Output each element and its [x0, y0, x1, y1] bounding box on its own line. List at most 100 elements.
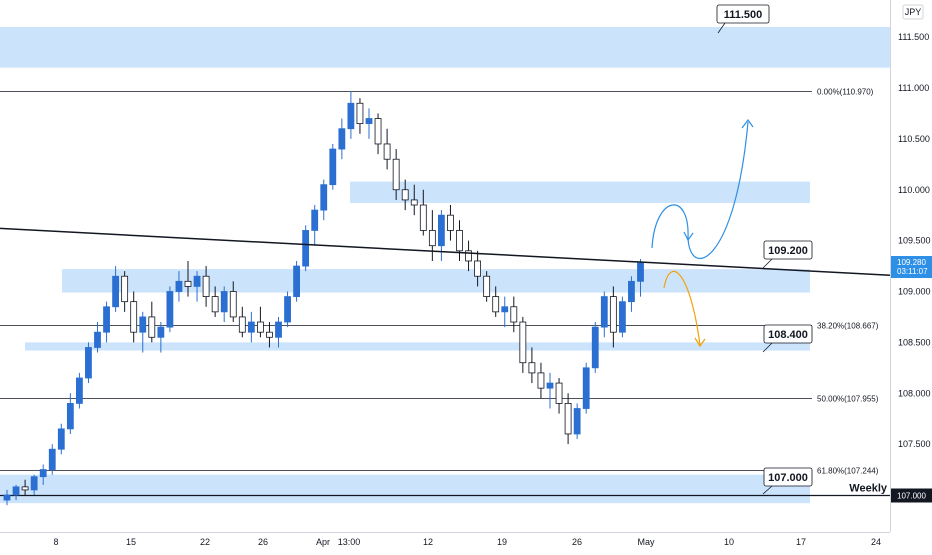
candle-23: [211, 286, 219, 317]
svg-text:108.400: 108.400: [768, 329, 808, 341]
candle-27: [247, 311, 255, 343]
x-tick-6: 12: [423, 537, 433, 547]
x-tick-9: May: [637, 537, 655, 547]
candle-58: [528, 347, 536, 384]
y-tick-2: 110.500: [898, 134, 930, 144]
candle-30: [275, 316, 282, 348]
svg-text:111.500: 111.500: [724, 9, 763, 21]
scenario-arrows: [651, 118, 754, 348]
candle-65: [591, 322, 599, 373]
x-tick-2: 22: [200, 537, 210, 547]
x-tick-10: 10: [724, 537, 734, 547]
candle-29: [266, 322, 273, 348]
candle-38: [347, 91, 355, 139]
current-price-value: 109.280: [897, 258, 926, 267]
candle-1: [12, 484, 20, 501]
trendline-layer: [0, 227, 891, 276]
candle-8: [76, 372, 83, 409]
candle-46: [419, 189, 427, 236]
candle-40: [365, 108, 373, 139]
candle-2: [21, 479, 29, 495]
y-tick-6: 108.500: [898, 337, 931, 347]
candle-61: [555, 377, 563, 414]
countdown-value: 03:11:07: [897, 267, 928, 276]
x-tick-0: 8: [53, 537, 58, 547]
candle-5: [48, 444, 56, 475]
candle-13: [121, 271, 129, 312]
candle-48: [437, 210, 445, 261]
candle-62: [564, 393, 572, 445]
bullish-arrowhead-2: [741, 118, 754, 129]
bearish-arrowhead: [694, 337, 706, 348]
callout-107.000[interactable]: 107.000: [762, 467, 813, 495]
svg-text:109.200: 109.200: [768, 245, 808, 257]
price-callouts: 111.500 109.200 108.400 107.000: [716, 4, 813, 495]
candle-11: [103, 301, 110, 343]
candle-57: [519, 316, 527, 373]
descending-trendline[interactable]: [0, 227, 891, 276]
x-tick-12: 24: [871, 537, 881, 547]
candle-43: [392, 149, 400, 200]
candle-69: [628, 276, 635, 312]
time-axis[interactable]: 8 15 22 26 Apr 13:00 12 19 26 May 10 17 24: [53, 537, 881, 547]
callout-109.200[interactable]: 109.200: [762, 240, 813, 269]
zone-2: [62, 269, 810, 293]
weekly-price-value: 107.000: [897, 492, 926, 501]
candle-55: [501, 296, 509, 328]
candle-50: [456, 220, 463, 261]
candle-6: [57, 423, 65, 455]
candle-60: [546, 372, 554, 409]
candle-15: [139, 311, 147, 353]
candle-49: [447, 205, 454, 241]
candle-35: [320, 179, 328, 221]
candle-16: [148, 301, 156, 343]
candle-7: [66, 393, 74, 434]
x-tick-4: Apr: [316, 537, 330, 547]
candle-19: [175, 271, 183, 302]
candle-33: [302, 225, 310, 272]
candle-21: [193, 271, 201, 302]
bullish-scenario-path: [651, 121, 749, 260]
candle-59: [537, 362, 545, 399]
currency-label-box: JPY: [902, 4, 924, 20]
bearish-scenario-path: [663, 270, 701, 346]
candle-45: [410, 184, 418, 216]
candle-64: [582, 362, 590, 414]
candle-52: [474, 250, 482, 287]
candle-9: [85, 342, 92, 384]
price-axis[interactable]: 111.500 111.000 110.500 110.000 109.500 109.0…: [891, 32, 932, 503]
candle-4: [39, 464, 47, 485]
bullish-arrowhead-1: [683, 231, 694, 242]
callout-111.500[interactable]: 111.500: [716, 4, 770, 34]
x-tick-1: 15: [126, 537, 136, 547]
candle-26: [238, 306, 246, 338]
candle-66: [600, 291, 608, 338]
candle-36: [329, 143, 337, 190]
zone-4: [0, 474, 810, 504]
y-tick-5: 109.000: [898, 287, 931, 297]
candle-63: [573, 403, 581, 440]
supply-demand-zones: [0, 26, 890, 504]
callout-108.400[interactable]: 108.400: [762, 324, 813, 353]
candle-32: [293, 260, 301, 302]
y-tick-0: 111.500: [898, 32, 929, 42]
candle-31: [284, 291, 291, 328]
candle-47: [428, 210, 436, 261]
fib-label-0: 0.00%(110.970): [817, 88, 874, 97]
candle-51: [465, 240, 472, 272]
y-tick-4: 109.500: [898, 236, 931, 246]
weekly-label: Weekly: [849, 483, 888, 495]
zone-1: [350, 181, 810, 203]
candle-42: [383, 128, 391, 170]
y-tick-8: 107.500: [898, 439, 931, 449]
y-tick-3: 110.000: [898, 185, 930, 195]
candle-0: [3, 489, 11, 506]
x-tick-3: 26: [258, 537, 268, 547]
candlesticks: [3, 91, 644, 506]
candle-25: [229, 281, 237, 323]
candle-70: [637, 258, 644, 297]
y-tick-1: 111.000: [898, 83, 929, 93]
candle-3: [30, 474, 38, 495]
